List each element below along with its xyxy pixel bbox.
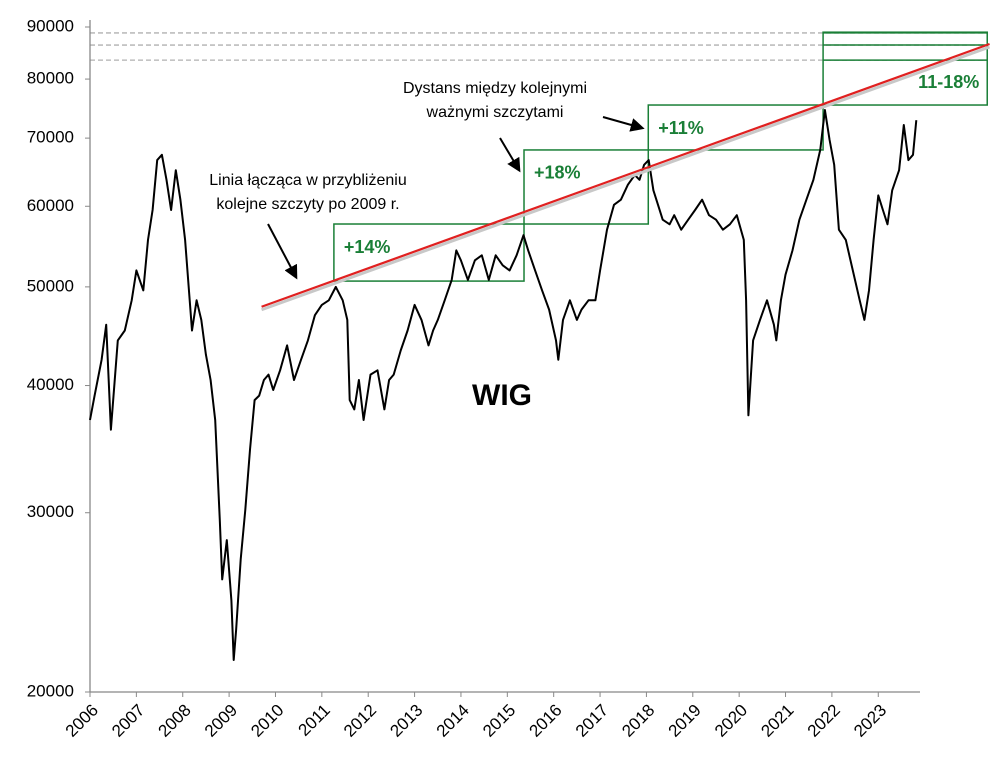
series-label: WIG (472, 379, 532, 412)
trend-line (261, 42, 990, 308)
x-tick-label: 2014 (433, 701, 473, 741)
y-tick-label: 30000 (27, 502, 74, 521)
box-label: 11-18% (918, 72, 979, 92)
x-tick-label: 2012 (340, 701, 380, 741)
annotation-text: ważnymi szczytami (426, 104, 564, 121)
box-label: +18% (534, 163, 581, 183)
annotation-text: kolejne szczyty po 2009 r. (216, 196, 399, 213)
x-tick-label: 2006 (62, 701, 102, 741)
annotation-text: Linia łącząca w przybliżeniu (209, 172, 406, 189)
x-tick-label: 2021 (757, 701, 797, 741)
x-tick-label: 2018 (618, 701, 658, 741)
arrow (499, 137, 521, 173)
y-tick-label: 50000 (27, 276, 74, 295)
y-tick-label: 20000 (27, 681, 74, 700)
x-tick-label: 2019 (665, 701, 705, 741)
x-tick-label: 2011 (295, 701, 334, 740)
x-tick-label: 2022 (804, 701, 844, 741)
series-line (89, 109, 918, 661)
arrow (602, 116, 645, 132)
trend-line-shadow (261, 45, 991, 312)
x-tick-label: 2010 (247, 701, 287, 741)
x-tick-label: 2013 (386, 701, 426, 741)
y-tick-label: 60000 (27, 196, 74, 215)
y-tick-label: 90000 (27, 16, 74, 35)
x-tick-label: 2008 (155, 701, 195, 741)
x-tick-label: 2009 (201, 701, 241, 741)
range-box (333, 223, 525, 282)
box-label: +14% (344, 237, 391, 257)
box-label: +11% (658, 118, 704, 138)
x-tick-label: 2020 (711, 701, 751, 741)
x-tick-label: 2007 (108, 701, 148, 741)
arrow (267, 223, 298, 280)
range-box (523, 149, 650, 225)
annotation-text: Dystans między kolejnymi (403, 80, 587, 97)
y-tick-label: 70000 (27, 128, 74, 147)
x-tick-label: 2023 (850, 701, 890, 741)
plot-layer: +14% +18% +11% 11-18% (89, 31, 991, 661)
y-tick-label: 40000 (27, 375, 74, 394)
y-tick-label: 80000 (27, 69, 74, 88)
x-tick-label: 2016 (526, 701, 566, 741)
x-tick-label: 2015 (479, 701, 519, 741)
x-tick-label: 2017 (572, 701, 612, 741)
